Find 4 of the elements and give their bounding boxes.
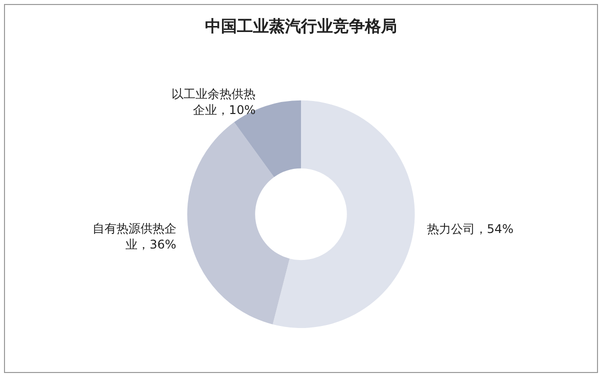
slice-label: 热力公司，54% bbox=[426, 222, 514, 236]
chart-title: 中国工业蒸汽行业竞争格局 bbox=[205, 16, 397, 36]
slice-label: 以工业余热供热企业，10% bbox=[172, 87, 256, 118]
slice-label: 自有热源供热企业，36% bbox=[92, 221, 176, 252]
